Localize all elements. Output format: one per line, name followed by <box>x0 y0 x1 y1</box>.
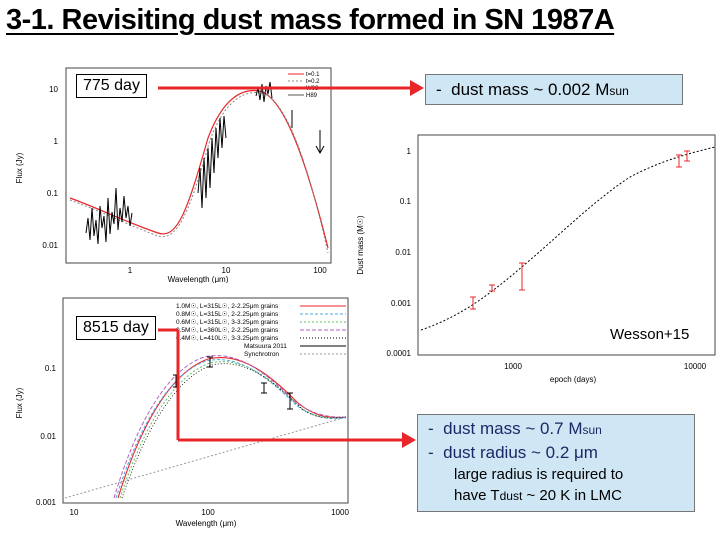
legend-8515-2: 0.6M☉, L=315L☉, 3-3.25μm grains <box>176 318 279 326</box>
legend-8515-3: 0.5M☉, L=360L☉, 2-2.25μm grains <box>176 326 279 334</box>
ytick-8515-0.001: 0.001 <box>36 498 57 507</box>
xlabel-mass: epoch (days) <box>550 375 597 384</box>
label-8515-day: 8515 day <box>76 316 156 340</box>
callout-line2-dash: - <box>428 443 434 462</box>
legend-8515-4: 0.4M☉, L=410L☉, 3-3.25μm grains <box>176 334 279 342</box>
xtick-8515-100: 100 <box>201 508 215 517</box>
ytick-8515-0.01: 0.01 <box>40 432 56 441</box>
ytick-mass-0.01: 0.01 <box>395 248 411 257</box>
ytick-mass-1: 1 <box>407 147 412 156</box>
legend-8515-6: Synchrotron <box>244 351 279 358</box>
model-curve-775 <box>69 90 329 249</box>
ylabel-mass: Dust mass (M☉) <box>356 215 365 275</box>
callout-line1-dash: - <box>428 419 434 438</box>
callout-top-dash: - <box>436 80 442 99</box>
ytick-mass-0.001: 0.001 <box>391 299 412 308</box>
ylabel-775: Flux (Jy) <box>15 152 24 183</box>
callout-dust-mass-8515: - dust mass ~ 0.7 Msun - dust radius ~ 0… <box>417 414 695 512</box>
synchrotron-line-8515 <box>64 416 347 499</box>
xtick-8515-1000: 1000 <box>331 508 349 517</box>
xtick-775-1: 1 <box>128 266 133 275</box>
ytick-775-10: 10 <box>49 85 58 94</box>
data-noise-775-right <box>255 81 273 103</box>
legend-8515-5: Matsuura 2011 <box>244 343 287 350</box>
legend-8515: 1.0M☉, L=315L☉, 2-2.25μm grains 0.8M☉, L… <box>176 302 346 358</box>
sed-plot-775-day: Flux (Jy) 10 1 0.1 0.01 1 10 100 Wavelen… <box>15 67 332 283</box>
xtick-mass-1000: 1000 <box>504 362 522 371</box>
legend-775-0: t=0.1 <box>306 72 320 78</box>
legend-8515-1: 0.8M☉, L=315L☉, 2-2.25μm grains <box>176 310 279 318</box>
ytick-775-0.1: 0.1 <box>47 189 59 198</box>
callout-line4-post: ~ 20 K in LMC <box>522 487 622 504</box>
mass-data-points <box>470 150 690 310</box>
xtick-8515-10: 10 <box>70 508 79 517</box>
model-curve-8515-e <box>121 363 347 499</box>
callout-line2-text: dust radius ~ 0.2 μm <box>443 443 598 462</box>
annotation-wesson: Wesson+15 <box>608 326 692 343</box>
legend-775-1: t=0.2 <box>306 79 320 85</box>
ytick-mass-0.1: 0.1 <box>400 197 412 206</box>
callout-line1-text: dust mass ~ 0.7 M <box>443 419 583 438</box>
arrow-top-head <box>410 80 424 96</box>
data-noise-775-mid <box>197 115 227 209</box>
dust-mass-plot: Dust mass (M☉) 1 0.1 0.01 0.001 0.0001 1… <box>356 134 716 384</box>
arrow-bottom-head <box>402 432 416 448</box>
xtick-mass-10000: 10000 <box>684 362 707 371</box>
xtick-775-10: 10 <box>222 266 231 275</box>
callout-top-text: dust mass ~ 0.002 M <box>451 80 610 99</box>
callout-line3: large radius is required to <box>454 466 624 483</box>
legend-775-3: H89 <box>306 93 318 99</box>
callout-line4-sub: dust <box>499 489 523 503</box>
xlabel-775: Wavelength (μm) <box>168 275 229 283</box>
xlabel-8515: Wavelength (μm) <box>176 519 237 528</box>
model-curve-8515-d <box>113 355 347 499</box>
label-775-day: 775 day <box>76 74 147 98</box>
ylabel-8515: Flux (Jy) <box>15 387 24 418</box>
mass-model-curve <box>420 146 716 331</box>
ytick-mass-0.0001: 0.0001 <box>387 349 412 358</box>
upperlimit-arrowhead-775 <box>315 145 325 155</box>
legend-8515-0: 1.0M☉, L=315L☉, 2-2.25μm grains <box>176 302 279 310</box>
callout-line1-sub: sun <box>582 423 602 437</box>
ytick-775-1: 1 <box>54 137 59 146</box>
data-noise-775-left <box>85 187 133 245</box>
xtick-775-100: 100 <box>313 266 327 275</box>
ytick-8515-0.1: 0.1 <box>45 364 57 373</box>
callout-top-sub: sun <box>609 84 629 98</box>
slide-title: 3-1. Revisiting dust mass formed in SN 1… <box>6 4 615 36</box>
callout-line4-pre: have T <box>454 487 500 504</box>
ytick-775-0.01: 0.01 <box>42 241 58 250</box>
callout-dust-mass-775: - dust mass ~ 0.002 Msun <box>425 74 683 105</box>
